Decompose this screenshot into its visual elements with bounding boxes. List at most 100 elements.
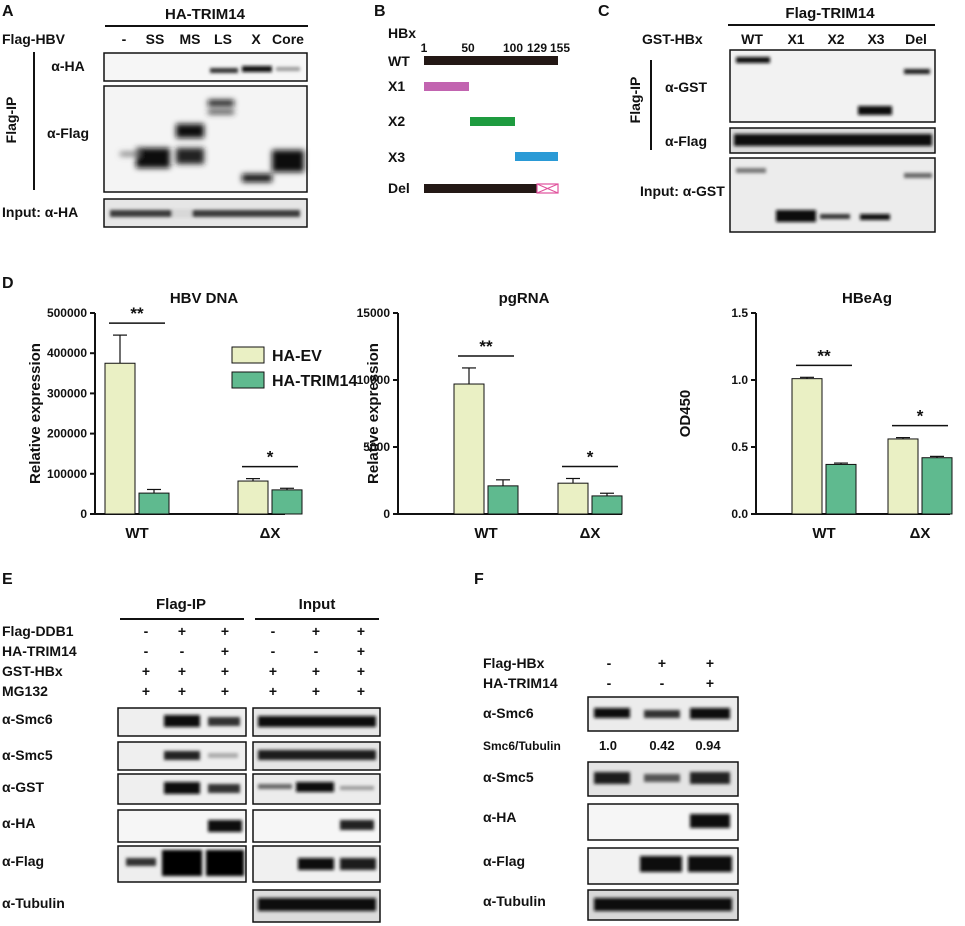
- band: [690, 814, 730, 828]
- ratio-value: 0.94: [695, 738, 721, 753]
- blot-label: α-HA: [2, 815, 36, 831]
- condition-sign: +: [142, 663, 150, 679]
- bar: [557, 482, 589, 515]
- construct-label: Del: [388, 180, 410, 196]
- panel-e-letter: E: [2, 571, 13, 588]
- y-tick-label: 100000: [47, 467, 87, 481]
- band: [164, 751, 200, 760]
- condition-sign: +: [312, 663, 320, 679]
- band: [120, 152, 140, 156]
- blot-label-gst: α-GST: [665, 79, 707, 95]
- y-tick-label: 300000: [47, 386, 87, 400]
- significance-marker: *: [917, 407, 924, 426]
- chart-title: HBeAg: [842, 290, 892, 307]
- panel-a-letter: A: [2, 3, 14, 20]
- band: [208, 100, 234, 106]
- construct-label: WT: [388, 53, 410, 69]
- construct-del-bar: [424, 184, 537, 193]
- x-tick-label: WT: [474, 525, 497, 542]
- ratio-label: Smc6/Tubulin: [483, 739, 561, 753]
- condition-sign: +: [658, 655, 666, 671]
- construct-x2-bar: [470, 117, 515, 126]
- position-tick: 129: [527, 41, 547, 55]
- legend-swatch-ha-ev: [231, 346, 265, 364]
- condition-sign: +: [178, 663, 186, 679]
- panel-c-header: Flag-TRIM14: [785, 5, 875, 22]
- blot-label: α-Tubulin: [483, 893, 546, 909]
- x-tick-label: ΔX: [910, 525, 931, 542]
- legend-label-ha-trim14: HA-TRIM14: [272, 373, 357, 390]
- band: [644, 774, 680, 782]
- y-tick-label: 10000: [357, 373, 391, 387]
- y-tick-label: 200000: [47, 427, 87, 441]
- bar: [921, 457, 953, 515]
- y-tick-label: 1.5: [731, 306, 748, 320]
- band: [690, 708, 730, 719]
- x-tick-label: WT: [812, 525, 835, 542]
- condition-sign: +: [269, 663, 277, 679]
- lane-label: X3: [867, 31, 884, 47]
- condition-label: Flag-HBx: [483, 655, 545, 671]
- panel-f-blot-labels: α-Smc6 α-Smc5 α-HA α-Flag α-Tubulin: [483, 705, 546, 909]
- panel-e-bands: [126, 715, 376, 911]
- band: [820, 214, 850, 219]
- lane-label: Core: [272, 31, 304, 47]
- y-axis-label: Relative expression: [365, 343, 382, 484]
- panel-c-lane-labels: WT X1 X2 X3 Del: [741, 31, 927, 47]
- y-axis-label: Relative expression: [27, 343, 44, 484]
- significance-marker: **: [479, 337, 493, 356]
- deleted-region-box: [536, 183, 559, 194]
- condition-sign: -: [314, 643, 319, 659]
- band: [904, 69, 930, 74]
- group-header-input: Input: [299, 596, 336, 613]
- construct-x1-bar: [424, 82, 469, 91]
- panel-a-header: HA-TRIM14: [165, 6, 246, 23]
- band: [110, 210, 300, 217]
- lane-label: MS: [180, 31, 201, 47]
- bar: [825, 463, 857, 515]
- condition-sign: -: [144, 623, 149, 639]
- band: [136, 148, 170, 168]
- band: [176, 124, 204, 138]
- position-tick: 155: [550, 41, 570, 55]
- panel-e: E Flag-IP Input Flag-DDB1 - + + - + + HA-TRIM14…: [2, 571, 381, 923]
- condition-sign: +: [178, 683, 186, 699]
- condition-sign: +: [221, 643, 229, 659]
- blot-bands-input-gst: [736, 168, 932, 222]
- band: [736, 168, 766, 173]
- blot-box-input-gst: [729, 157, 936, 233]
- band: [208, 820, 242, 832]
- panel-b: B HBx 1 50 100 129 155 WT X1 X2 X3 Del: [374, 3, 570, 196]
- band: [258, 716, 376, 727]
- condition-sign: +: [706, 675, 714, 691]
- blot-bands-flag: [120, 100, 304, 182]
- band: [340, 820, 374, 830]
- condition-sign: +: [706, 655, 714, 671]
- panel-c: C Flag-TRIM14 GST-HBx WT X1 X2 X3 Del Fl…: [598, 3, 936, 233]
- y-tick-label: 15000: [357, 306, 391, 320]
- panel-e-conditions: Flag-DDB1 - + + - + + HA-TRIM14 - - + - - + GST-HBx + + +…: [2, 623, 365, 699]
- chart-hbeag: HBeAg OD450 0.0 0.5 1.0 1.5 WT ** ΔX *: [677, 290, 953, 542]
- construct-label: X1: [388, 78, 405, 94]
- band: [276, 67, 300, 71]
- blot-label-flag: α-Flag: [47, 125, 89, 141]
- blot-label: α-Smc6: [2, 711, 53, 727]
- band: [208, 753, 238, 758]
- bar: [271, 489, 303, 515]
- input-label: Input: α-HA: [2, 204, 78, 220]
- band: [176, 148, 204, 164]
- band: [298, 858, 334, 870]
- condition-label: HA-TRIM14: [483, 675, 558, 691]
- band: [258, 898, 376, 911]
- input-label: Input: α-GST: [640, 183, 725, 199]
- band: [644, 710, 680, 718]
- blot-box-flag: [103, 85, 308, 193]
- panel-b-letter: B: [374, 3, 386, 20]
- lane-label: Del: [905, 31, 927, 47]
- band: [340, 786, 374, 790]
- bar: [591, 495, 623, 515]
- ratio-value: 1.0: [599, 738, 617, 753]
- significance-marker: *: [587, 447, 594, 466]
- chart-hbv-dna: HBV DNA Relative expression 0 100000 200000 3…: [27, 290, 303, 542]
